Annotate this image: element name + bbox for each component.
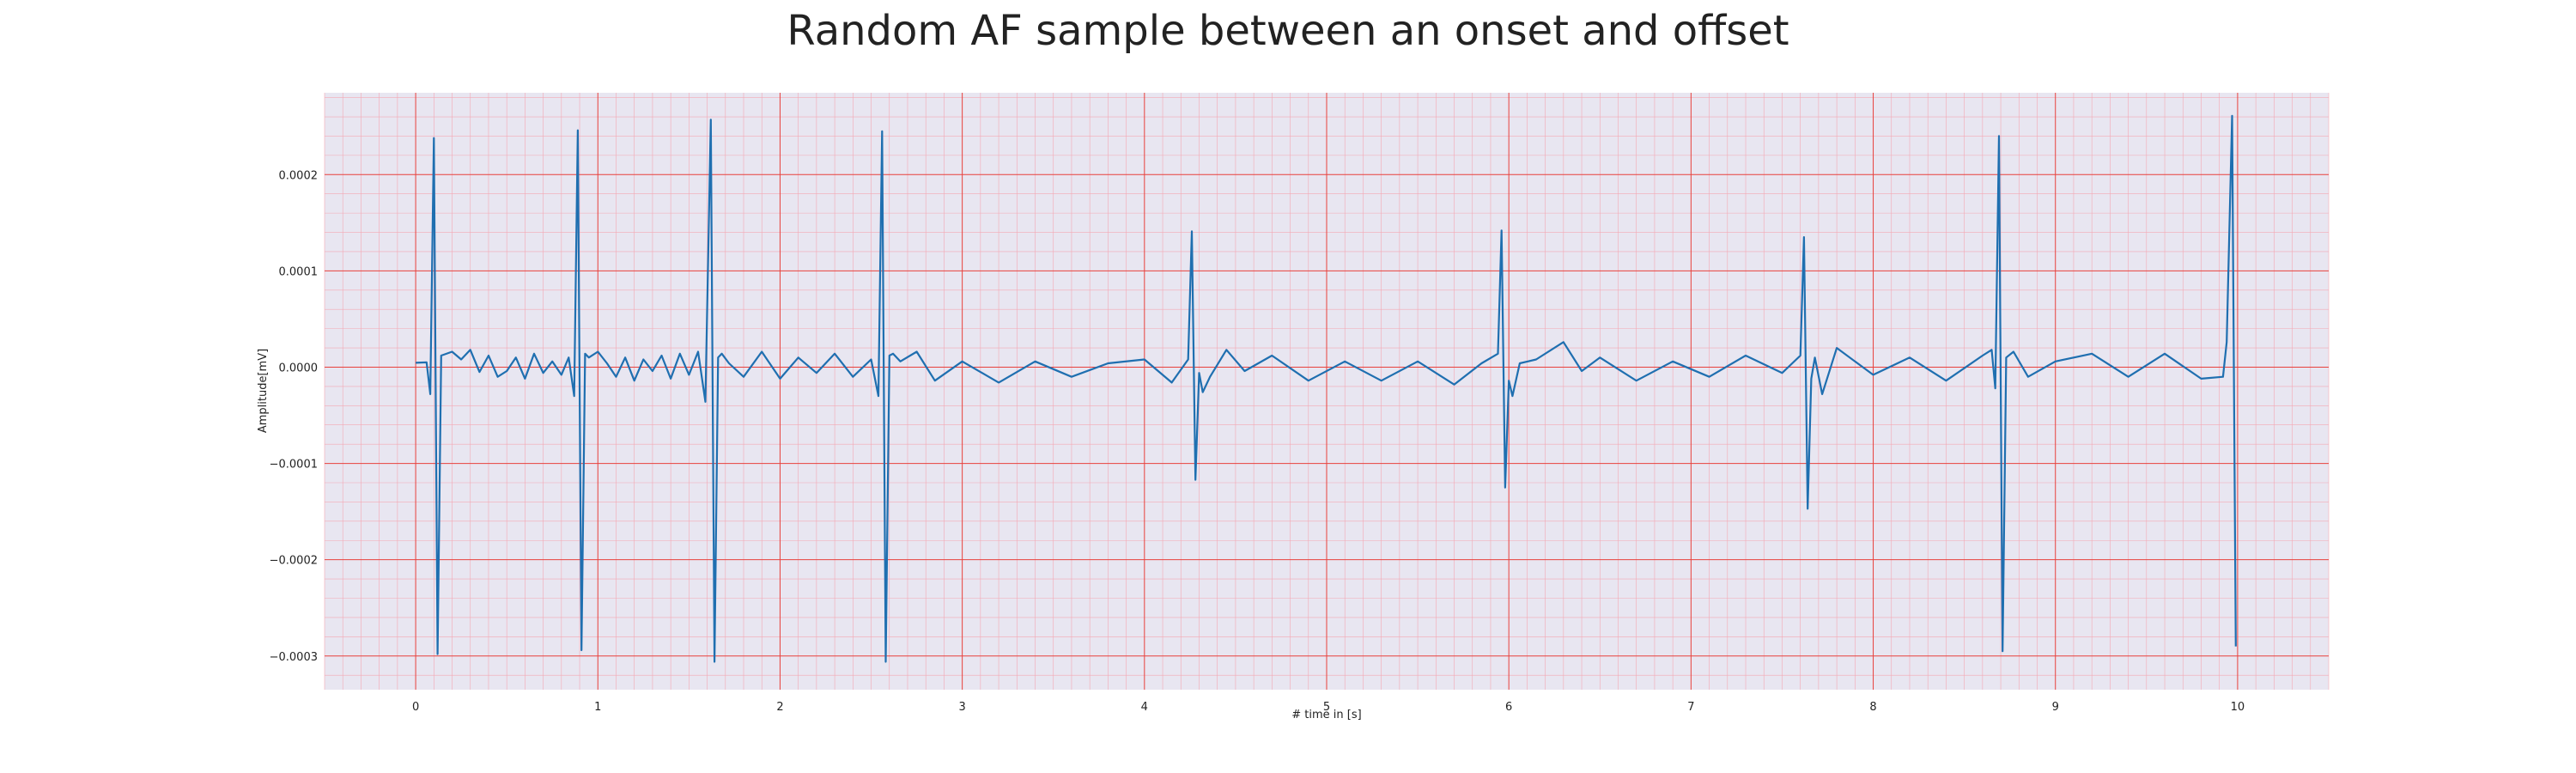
y-axis-label: Amplitude[mV] xyxy=(257,349,270,433)
y-tick-label: 0.0002 xyxy=(279,169,319,182)
x-tick-label: 8 xyxy=(1869,701,1876,714)
y-tick-label: 0.0001 xyxy=(279,265,319,278)
x-tick-label: 4 xyxy=(1141,701,1148,714)
y-tick-labels: 0.0002 0.0001 0.0000 −0.0001 −0.0002 −0.0003 xyxy=(270,169,318,663)
x-tick-label: 6 xyxy=(1505,701,1512,714)
x-tick-label: 0 xyxy=(412,701,419,714)
x-tick-label: 3 xyxy=(958,701,965,714)
x-tick-label: 10 xyxy=(2231,701,2245,714)
x-tick-label: 5 xyxy=(1323,701,1330,714)
x-tick-label: 2 xyxy=(776,701,783,714)
chart-title: Random AF sample between an onset and of… xyxy=(787,7,1789,55)
y-tick-label: 0.0000 xyxy=(279,362,319,374)
x-axis-label: # time in [s] xyxy=(1291,709,1361,721)
y-tick-label: −0.0003 xyxy=(270,651,318,664)
x-tick-labels: 0 1 2 3 4 5 6 7 8 9 10 xyxy=(412,701,2245,714)
y-tick-label: −0.0002 xyxy=(270,555,318,568)
x-tick-label: 7 xyxy=(1687,701,1694,714)
x-tick-label: 1 xyxy=(594,701,601,714)
ecg-series-line xyxy=(416,114,2237,663)
x-tick-label: 9 xyxy=(2052,701,2059,714)
y-tick-label: −0.0001 xyxy=(270,459,318,472)
